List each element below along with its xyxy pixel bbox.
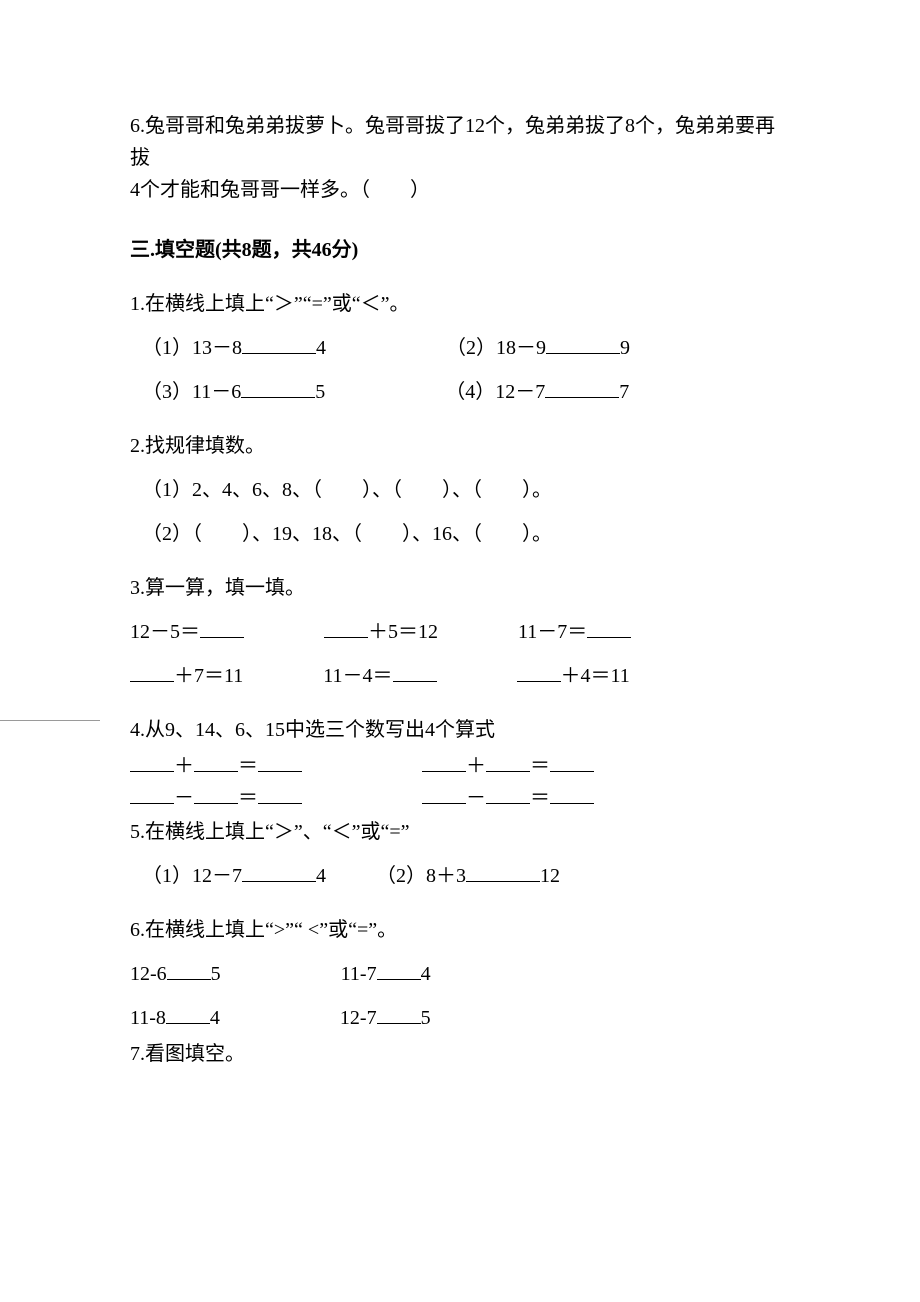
blank[interactable] xyxy=(130,660,174,682)
blank[interactable] xyxy=(550,750,594,772)
op-eq: ＝ xyxy=(530,787,550,809)
fill-q6-a-left: 12-6 xyxy=(130,963,167,985)
blank[interactable] xyxy=(422,750,466,772)
fill-q2-b: （2）（ ）、19、18、（ ）、16、（ ）。 xyxy=(130,518,790,550)
fill-q2-a: （1）2、4、6、8、（ ）、（ ）、（ ）。 xyxy=(130,474,790,506)
blank[interactable] xyxy=(587,616,631,638)
blank[interactable] xyxy=(545,376,619,398)
fill-q6-b-left: 11-7 xyxy=(341,963,377,985)
section-3-heading: 三.填空题(共8题，共46分) xyxy=(130,234,790,266)
blank[interactable] xyxy=(194,750,238,772)
fill-q5-row: （1）12－7 4 （2）8＋3 12 xyxy=(130,860,790,892)
blank[interactable] xyxy=(167,958,211,980)
tf-q6-line2: 4个才能和兔哥哥一样多。（ ） xyxy=(130,174,790,206)
fill-q1-c-left: （3）11－6 xyxy=(142,381,241,403)
op-minus: － xyxy=(466,787,486,809)
fill-q1-a-left: （1）13－8 xyxy=(142,337,242,359)
fill-q1-a-right: 4 xyxy=(316,337,326,359)
fill-q4: 4.从9、14、6、15中选三个数写出4个算式 ＋ ＝ ＋ ＝ － ＝ － ＝ xyxy=(130,714,790,814)
fill-q5-b-left: （2）8＋3 xyxy=(376,865,466,887)
blank[interactable] xyxy=(546,332,620,354)
fill-q6-d-left: 12-7 xyxy=(340,1007,377,1029)
blank[interactable] xyxy=(393,660,437,682)
blank[interactable] xyxy=(486,782,530,804)
blank[interactable] xyxy=(377,958,421,980)
fill-q5: 5.在横线上填上“＞”、“＜”或“=” （1）12－7 4 （2）8＋3 12 xyxy=(130,816,790,892)
fill-q3-a2: ＋5＝12 xyxy=(368,621,438,643)
fill-q4-title: 4.从9、14、6、15中选三个数写出4个算式 xyxy=(130,714,790,746)
blank[interactable] xyxy=(241,376,315,398)
fill-q3-a3: 11－7＝ xyxy=(518,621,587,643)
blank[interactable] xyxy=(200,616,244,638)
blank[interactable] xyxy=(422,782,466,804)
blank[interactable] xyxy=(258,750,302,772)
op-plus: ＋ xyxy=(174,755,194,777)
op-eq: ＝ xyxy=(238,755,258,777)
fill-q6-a-right: 5 xyxy=(211,963,221,985)
fill-q7-title: 7.看图填空。 xyxy=(130,1038,790,1070)
fill-q1-b-right: 9 xyxy=(620,337,630,359)
fill-q1-title: 1.在横线上填上“＞”“=”或“＜”。 xyxy=(130,288,790,320)
fill-q4-row1: ＋ ＝ ＋ ＝ xyxy=(130,750,790,782)
tf-q6: 6.兔哥哥和兔弟弟拔萝卜。兔哥哥拔了12个，兔弟弟拔了8个，兔弟弟要再拔 4个才… xyxy=(130,110,790,206)
fill-q2-title: 2.找规律填数。 xyxy=(130,430,790,462)
blank[interactable] xyxy=(517,660,561,682)
fill-q3-row2: ＋7＝11 11－4＝ ＋4＝11 xyxy=(130,660,790,692)
op-eq: ＝ xyxy=(238,787,258,809)
op-minus: － xyxy=(174,787,194,809)
fill-q1: 1.在横线上填上“＞”“=”或“＜”。 （1）13－8 4 （2）18－9 9 （3… xyxy=(130,288,790,408)
fill-q5-a-right: 4 xyxy=(316,865,326,887)
op-plus: ＋ xyxy=(466,755,486,777)
blank[interactable] xyxy=(258,782,302,804)
fill-q7: 7.看图填空。 xyxy=(130,1038,790,1070)
fill-q6-row2: 11-8 4 12-7 5 xyxy=(130,1002,790,1034)
blank[interactable] xyxy=(466,860,540,882)
fill-q3-b3: ＋4＝11 xyxy=(561,665,630,687)
fill-q1-row1: （1）13－8 4 （2）18－9 9 xyxy=(130,332,790,364)
blank[interactable] xyxy=(166,1002,210,1024)
fill-q3-b2: 11－4＝ xyxy=(323,665,392,687)
fill-q3: 3.算一算，填一填。 12－5＝ ＋5＝12 11－7＝ ＋7＝11 11－4＝… xyxy=(130,572,790,692)
margin-hairline xyxy=(0,720,100,721)
fill-q6-row1: 12-6 5 11-7 4 xyxy=(130,958,790,990)
fill-q3-b1: ＋7＝11 xyxy=(174,665,243,687)
fill-q6: 6.在横线上填上“>”“ <”或“=”。 12-6 5 11-7 4 11-8 4 1… xyxy=(130,914,790,1034)
fill-q1-d-left: （4）12－7 xyxy=(445,381,545,403)
fill-q5-title: 5.在横线上填上“＞”、“＜”或“=” xyxy=(130,816,790,848)
fill-q1-c-right: 5 xyxy=(315,381,325,403)
fill-q3-title: 3.算一算，填一填。 xyxy=(130,572,790,604)
fill-q5-a-left: （1）12－7 xyxy=(142,865,242,887)
blank[interactable] xyxy=(377,1002,421,1024)
fill-q6-d-right: 5 xyxy=(421,1007,431,1029)
fill-q1-row2: （3）11－6 5 （4）12－7 7 xyxy=(130,376,790,408)
fill-q3-a1: 12－5＝ xyxy=(130,621,200,643)
fill-q6-title: 6.在横线上填上“>”“ <”或“=”。 xyxy=(130,914,790,946)
blank[interactable] xyxy=(130,750,174,772)
fill-q6-b-right: 4 xyxy=(421,963,431,985)
blank[interactable] xyxy=(242,332,316,354)
fill-q6-c-right: 4 xyxy=(210,1007,220,1029)
blank[interactable] xyxy=(486,750,530,772)
op-eq: ＝ xyxy=(530,755,550,777)
fill-q3-row1: 12－5＝ ＋5＝12 11－7＝ xyxy=(130,616,790,648)
fill-q4-row2: － ＝ － ＝ xyxy=(130,782,790,814)
blank[interactable] xyxy=(194,782,238,804)
fill-q2: 2.找规律填数。 （1）2、4、6、8、（ ）、（ ）、（ ）。 （2）（ ）、… xyxy=(130,430,790,550)
blank[interactable] xyxy=(324,616,368,638)
tf-q6-line1: 6.兔哥哥和兔弟弟拔萝卜。兔哥哥拔了12个，兔弟弟拔了8个，兔弟弟要再拔 xyxy=(130,110,790,174)
blank[interactable] xyxy=(242,860,316,882)
fill-q6-c-left: 11-8 xyxy=(130,1007,166,1029)
blank[interactable] xyxy=(550,782,594,804)
fill-q1-d-right: 7 xyxy=(619,381,629,403)
fill-q5-b-right: 12 xyxy=(540,865,560,887)
fill-q1-b-left: （2）18－9 xyxy=(446,337,546,359)
blank[interactable] xyxy=(130,782,174,804)
